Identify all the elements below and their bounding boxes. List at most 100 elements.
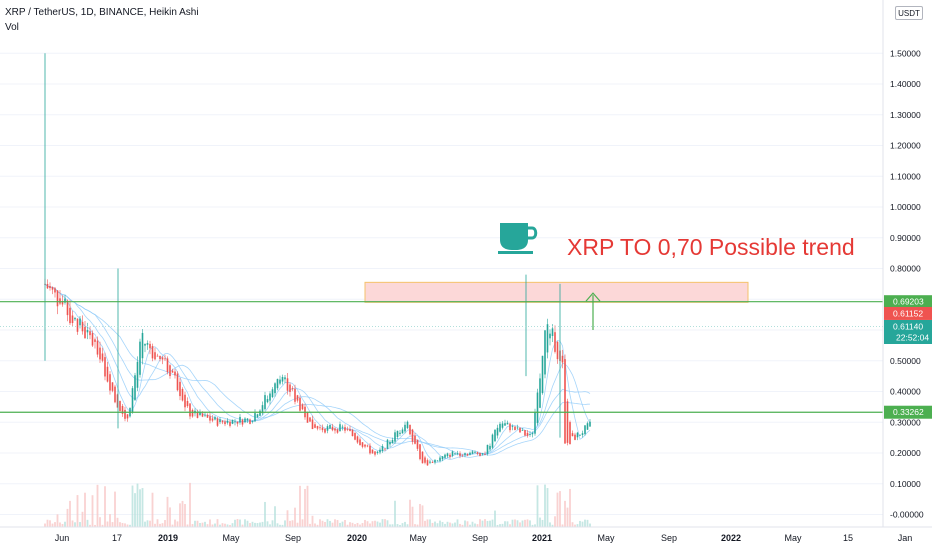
volume-bar: [486, 520, 489, 527]
candle: [201, 413, 204, 417]
volume-bar: [326, 519, 329, 527]
price-tick-label: 1.30000: [890, 110, 921, 120]
candle: [419, 444, 421, 460]
candle: [291, 388, 294, 390]
moving-average-line: [44, 283, 591, 460]
candle: [481, 453, 484, 455]
candle: [551, 328, 554, 336]
candle: [544, 330, 546, 375]
volume-bar: [281, 524, 284, 527]
candle: [111, 382, 114, 391]
candle: [574, 434, 576, 440]
candle: [199, 411, 201, 415]
volume-bar: [416, 524, 419, 527]
volume-bar: [391, 524, 394, 527]
candle: [256, 414, 259, 418]
volume-bar: [74, 522, 76, 527]
volume-bar: [64, 521, 66, 527]
price-tick-label: 0.30000: [890, 417, 921, 427]
candle: [421, 451, 424, 464]
volume-bar: [571, 522, 574, 527]
candle: [374, 451, 376, 455]
volume-bar: [201, 522, 204, 527]
candle: [579, 434, 581, 436]
volume-bar: [586, 519, 589, 527]
time-tick-label: Jun: [55, 533, 70, 543]
volume-bar: [59, 522, 61, 527]
price-tick-label: 0.10000: [890, 479, 921, 489]
volume-bar: [539, 517, 541, 527]
candle: [299, 397, 301, 411]
moving-average-line: [44, 283, 591, 458]
volume-bar: [329, 520, 331, 527]
volume-bar: [301, 519, 304, 527]
candle: [234, 421, 236, 423]
candle: [79, 318, 81, 326]
time-axis[interactable]: Jun 17 2019 May Sep 2020 May Sep 2021 May Sep 2022 M…: [55, 533, 913, 543]
candle: [361, 442, 364, 447]
volume-bar: [181, 500, 184, 527]
time-tick-label: Sep: [661, 533, 677, 543]
volume-bar: [549, 522, 551, 527]
candle: [241, 419, 244, 425]
volume-bar: [231, 523, 234, 527]
candle: [381, 446, 384, 452]
time-tick-label: Sep: [285, 533, 301, 543]
candle: [566, 401, 569, 443]
volume-bar: [284, 520, 286, 527]
volume-bar: [354, 524, 356, 527]
candle: [406, 421, 409, 429]
volume-bar: [484, 519, 486, 527]
price-tick-label: 1.50000: [890, 48, 921, 58]
price-axis[interactable]: 1.50000 1.40000 1.30000 1.20000 1.10000 1.000…: [890, 48, 924, 519]
volume-bar: [104, 486, 106, 527]
time-tick-label: 2020: [347, 533, 367, 543]
volume-bar: [139, 489, 141, 527]
candle: [366, 445, 369, 447]
volume-bar: [409, 499, 411, 527]
volume-bar: [269, 524, 271, 527]
candle: [284, 377, 286, 380]
volume-bar: [506, 521, 509, 527]
volume-bar: [554, 516, 556, 527]
candle: [474, 451, 476, 453]
volume-bar: [491, 519, 494, 527]
candle: [116, 394, 119, 408]
candle: [344, 427, 346, 431]
volume-bar: [266, 521, 269, 527]
candle: [314, 424, 316, 428]
candle: [181, 388, 184, 401]
price-tag-label: 0.61140: [893, 321, 923, 331]
candle: [209, 416, 211, 421]
volume-bar: [191, 524, 194, 527]
candle: [239, 416, 241, 423]
candle: [476, 452, 479, 454]
volume-bar: [446, 521, 449, 527]
volume-bar: [449, 522, 451, 527]
volume-bar: [174, 519, 176, 527]
candle: [151, 346, 154, 359]
volume-bar: [331, 522, 334, 527]
volume-bar: [154, 523, 156, 527]
volume-bar: [71, 520, 74, 527]
candle: [441, 456, 444, 460]
currency-selector[interactable]: USDT: [895, 6, 923, 20]
volume-bar: [479, 519, 481, 527]
candle: [491, 434, 494, 448]
volume-bar: [379, 522, 381, 527]
volume-bar: [204, 521, 206, 527]
volume-bar: [401, 523, 404, 527]
volume-bar: [411, 506, 414, 527]
price-tick-label: 1.40000: [890, 79, 921, 89]
price-tick-label: 0.80000: [890, 264, 921, 274]
volume-bar: [129, 524, 131, 527]
volume-bar: [561, 524, 564, 527]
candle: [399, 432, 401, 434]
volume-bar: [444, 523, 446, 527]
candle: [326, 426, 329, 431]
candle: [389, 442, 391, 445]
resistance-zone: [364, 281, 749, 303]
volume-bar: [534, 524, 536, 527]
volume-bar: [424, 520, 426, 527]
